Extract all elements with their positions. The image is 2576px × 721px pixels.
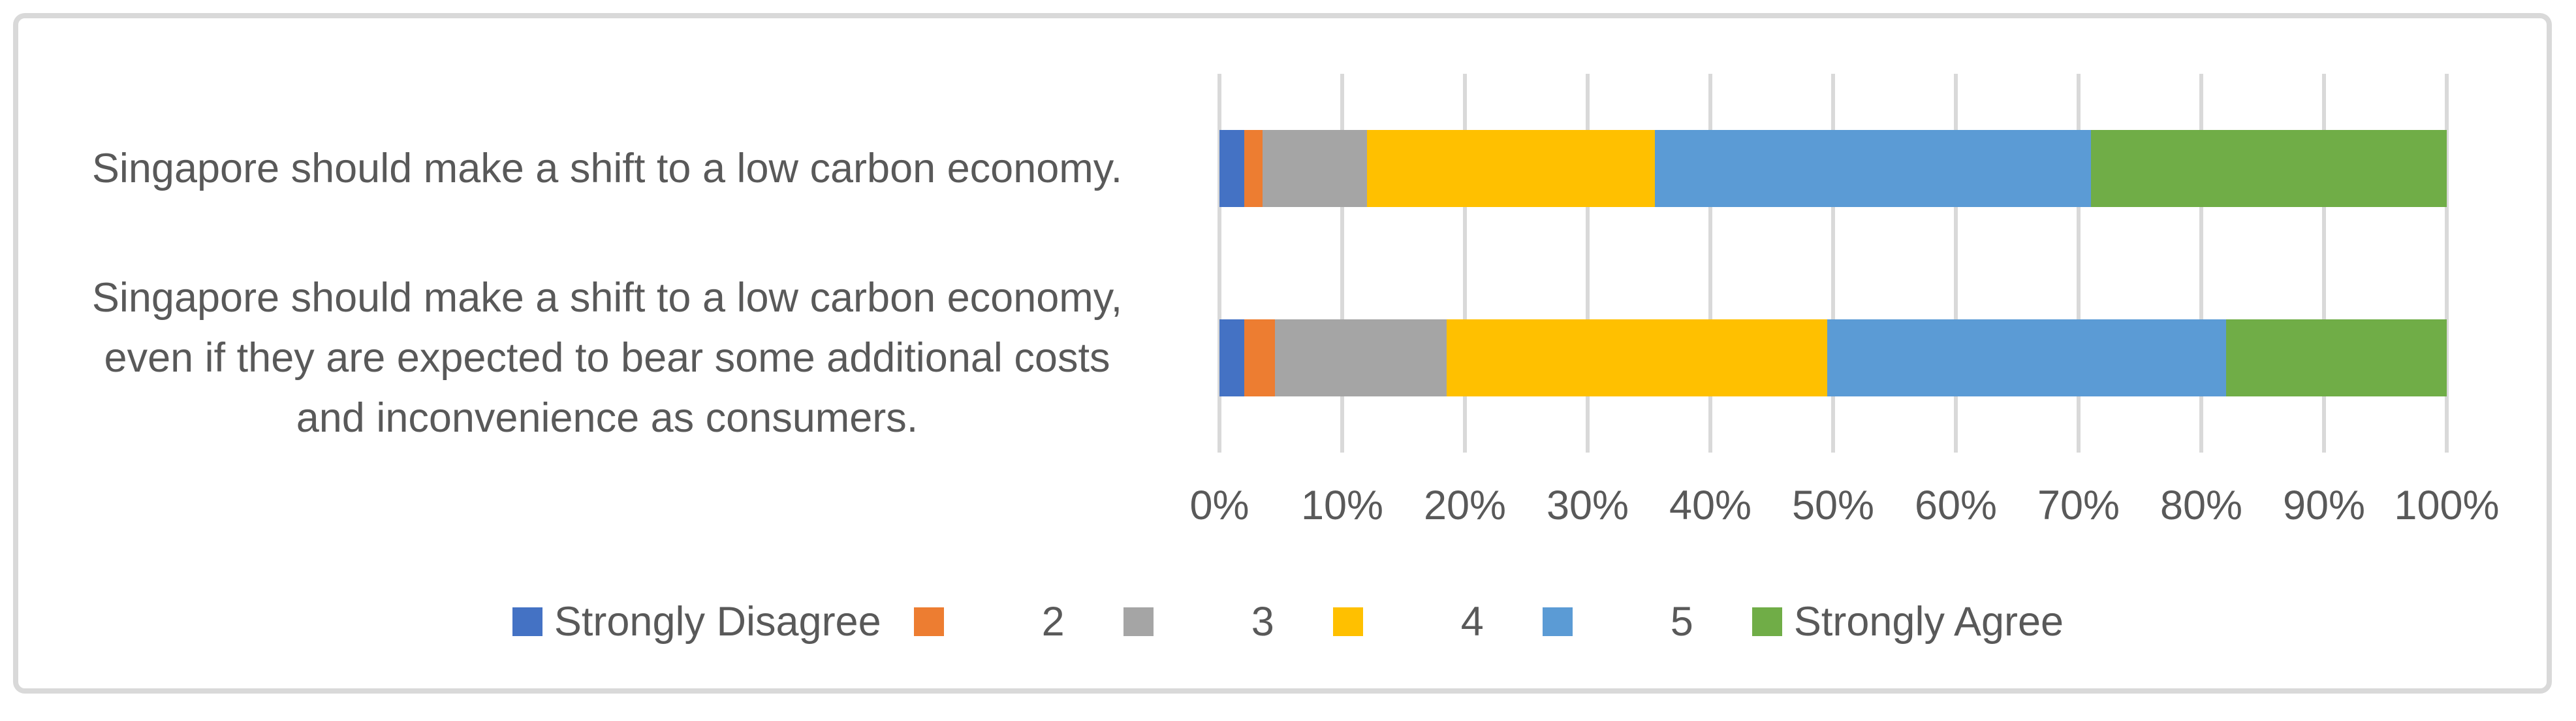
legend-swatch-icon	[1542, 607, 1573, 636]
bar-segment-strongly-agree	[2090, 130, 2447, 207]
category-label: Singapore should make a shift to a low c…	[91, 275, 1123, 441]
x-axis-tick-label: 10%	[1300, 483, 1384, 528]
x-axis: 0% 10% 20% 30% 40% 50% 60% 70% 80% 90% 100%	[0, 482, 2576, 534]
bar-segment-strongly-agree	[2225, 319, 2447, 396]
bar-segment-3	[1274, 319, 1447, 396]
bar-segment-3	[1262, 130, 1367, 207]
x-axis-tick-label: 70%	[2037, 483, 2120, 528]
category-axis-labels: Singapore should make a shift to a low c…	[20, 74, 1195, 453]
legend-item-5: 5	[1542, 598, 1720, 645]
plot-area	[1217, 74, 2449, 453]
legend-swatch-icon	[913, 607, 944, 636]
gridline	[1954, 74, 1958, 453]
bar-row	[1219, 319, 2447, 396]
legend-item-label: 2	[1041, 599, 1065, 645]
bar-segment-2	[1244, 130, 1263, 207]
gridline	[1586, 74, 1590, 453]
gridline	[1708, 74, 1712, 453]
bar-segment-2	[1244, 319, 1275, 396]
legend-item-label: 5	[1670, 599, 1693, 645]
gridline	[1340, 74, 1344, 453]
legend-swatch-icon	[512, 607, 542, 636]
legend-item-label: Strongly Agree	[1793, 599, 2064, 645]
x-axis-tick-label: 40%	[1669, 483, 1752, 528]
bar-segment-strongly-disagree	[1219, 130, 1244, 207]
bar-row	[1219, 130, 2447, 207]
x-axis-tick-label: 100%	[2394, 483, 2500, 528]
gridline	[1217, 74, 1221, 453]
legend-item-label: Strongly Disagree	[554, 599, 881, 645]
bar-segment-4	[1446, 319, 1827, 396]
legend-item-2: 2	[913, 598, 1091, 645]
x-axis-tick-label: 20%	[1423, 483, 1507, 528]
bar-segment-4	[1366, 130, 1656, 207]
legend-item-label: 3	[1251, 599, 1274, 645]
legend: Strongly Disagree 2 3 4 5 Strongly Agree	[0, 598, 2576, 645]
x-axis-tick-label: 50%	[1791, 483, 1875, 528]
gridline	[1463, 74, 1467, 453]
x-axis-tick-label: 30%	[1546, 483, 1629, 528]
category-label: Singapore should make a shift to a low c…	[91, 146, 1123, 191]
legend-swatch-icon	[1332, 607, 1363, 636]
bar-segment-5	[1827, 319, 2226, 396]
legend-item-strongly-agree: Strongly Agree	[1751, 598, 2064, 645]
x-axis-tick-label: 80%	[2160, 483, 2243, 528]
legend-swatch-icon	[1123, 607, 1154, 636]
bar-segment-5	[1655, 130, 2091, 207]
legend-item-3: 3	[1123, 598, 1300, 645]
gridline	[2077, 74, 2081, 453]
x-axis-tick-label: 90%	[2282, 483, 2366, 528]
gridline	[2322, 74, 2326, 453]
bar-segment-strongly-disagree	[1219, 319, 1244, 396]
legend-swatch-icon	[1751, 607, 1782, 636]
gridline	[2445, 74, 2449, 453]
gridline	[1831, 74, 1835, 453]
gridline	[2199, 74, 2203, 453]
legend-item-label: 4	[1460, 599, 1484, 645]
legend-item-4: 4	[1332, 598, 1510, 645]
legend-item-strongly-disagree: Strongly Disagree	[512, 598, 881, 645]
x-axis-tick-label: 0%	[1189, 483, 1249, 528]
x-axis-tick-label: 60%	[1914, 483, 1998, 528]
